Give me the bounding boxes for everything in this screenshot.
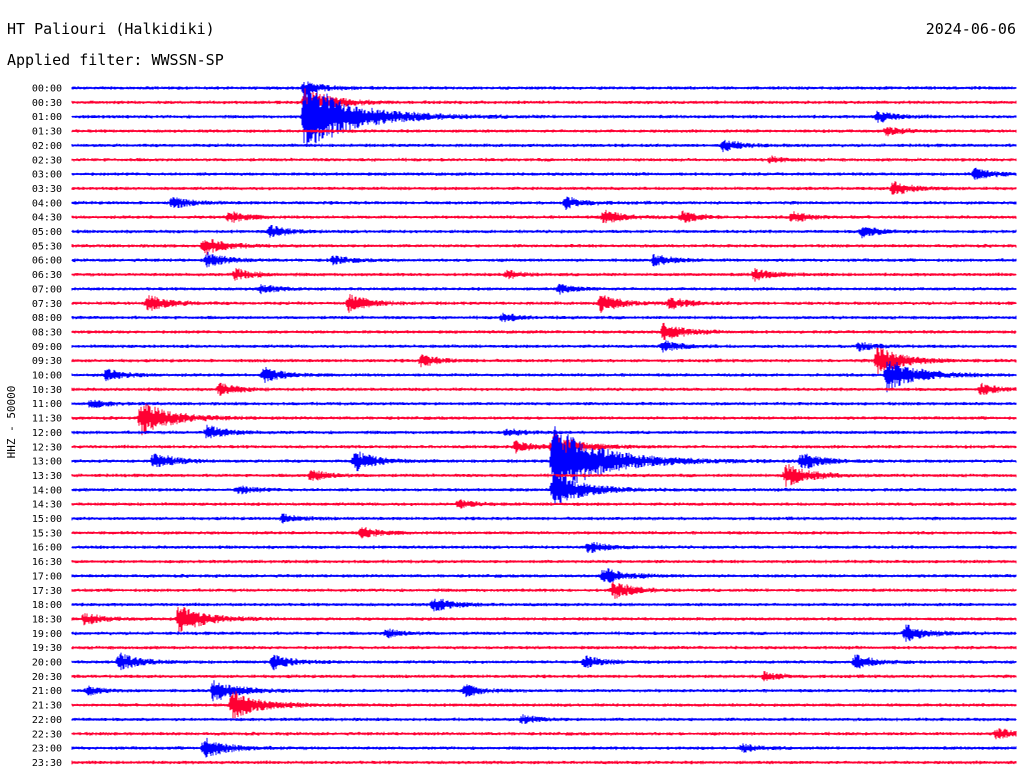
seismic-trace <box>71 424 1017 439</box>
time-tick-label: 22:30 <box>32 729 62 740</box>
time-tick-label: 19:00 <box>32 629 62 640</box>
time-tick-label: 18:00 <box>32 600 62 611</box>
time-tick-label: 19:30 <box>32 643 62 654</box>
time-tick-label: 12:00 <box>32 428 62 439</box>
time-tick-label: 10:00 <box>32 371 62 382</box>
filter-label: Applied filter: WWSSN-SP <box>7 51 224 69</box>
time-tick-label: 16:00 <box>32 543 62 554</box>
time-tick-label: 21:30 <box>32 701 62 712</box>
time-tick-label: 14:30 <box>32 500 62 511</box>
date-label: 2024-06-06 <box>925 20 1016 38</box>
time-tick-label: 06:30 <box>32 270 62 281</box>
time-tick-label: 20:00 <box>32 658 62 669</box>
time-tick-label: 17:30 <box>32 586 62 597</box>
trace-group <box>71 81 1017 765</box>
time-tick-label: 02:00 <box>32 141 62 152</box>
time-tick-label: 02:30 <box>32 155 62 166</box>
time-tick-label: 07:30 <box>32 299 62 310</box>
time-tick-label: 04:00 <box>32 198 62 209</box>
time-tick-label: 15:30 <box>32 528 62 539</box>
seismic-trace <box>71 84 1017 147</box>
time-tick-label: 21:00 <box>32 686 62 697</box>
time-tick-label: 20:30 <box>32 672 62 683</box>
time-tick-label: 05:30 <box>32 241 62 252</box>
time-tick-label: 13:30 <box>32 471 62 482</box>
time-tick-label: 23:00 <box>32 744 62 755</box>
time-tick-label: 09:30 <box>32 356 62 367</box>
time-tick-label: 18:30 <box>32 614 62 625</box>
time-tick-label: 12:30 <box>32 442 62 453</box>
time-tick-label: 03:30 <box>32 184 62 195</box>
time-tick-label: 11:30 <box>32 414 62 425</box>
time-tick-label: 22:00 <box>32 715 62 726</box>
time-tick-label: 01:00 <box>32 112 62 123</box>
time-tick-label: 10:30 <box>32 385 62 396</box>
time-tick-label: 01:30 <box>32 127 62 138</box>
time-tick-label: 16:30 <box>32 557 62 568</box>
time-tick-label: 15:00 <box>32 514 62 525</box>
time-tick-label: 11:00 <box>32 399 62 410</box>
time-label-group: 00:00 00:30 01:00 01:30 02:00 02:30 03:00 03:30… <box>32 84 62 769</box>
seismic-trace <box>71 239 1017 255</box>
time-tick-label: 09:00 <box>32 342 62 353</box>
time-tick-label: 00:30 <box>32 98 62 109</box>
time-tick-label: 08:00 <box>32 313 62 324</box>
time-tick-label: 13:00 <box>32 457 62 468</box>
time-tick-label: 23:30 <box>32 758 62 769</box>
time-tick-label: 04:30 <box>32 213 62 224</box>
time-tick-label: 08:30 <box>32 327 62 338</box>
time-tick-label: 07:00 <box>32 284 62 295</box>
time-tick-label: 03:00 <box>32 170 62 181</box>
time-tick-label: 17:00 <box>32 571 62 582</box>
seismic-trace <box>71 361 1017 393</box>
station-title: HT Paliouri (Halkidiki) <box>7 20 215 38</box>
time-tick-label: 14:00 <box>32 485 62 496</box>
time-tick-label: 05:00 <box>32 227 62 238</box>
time-tick-label: 00:00 <box>32 84 62 95</box>
channel-label: HHZ - 50000 <box>5 386 18 459</box>
time-tick-label: 06:00 <box>32 256 62 267</box>
